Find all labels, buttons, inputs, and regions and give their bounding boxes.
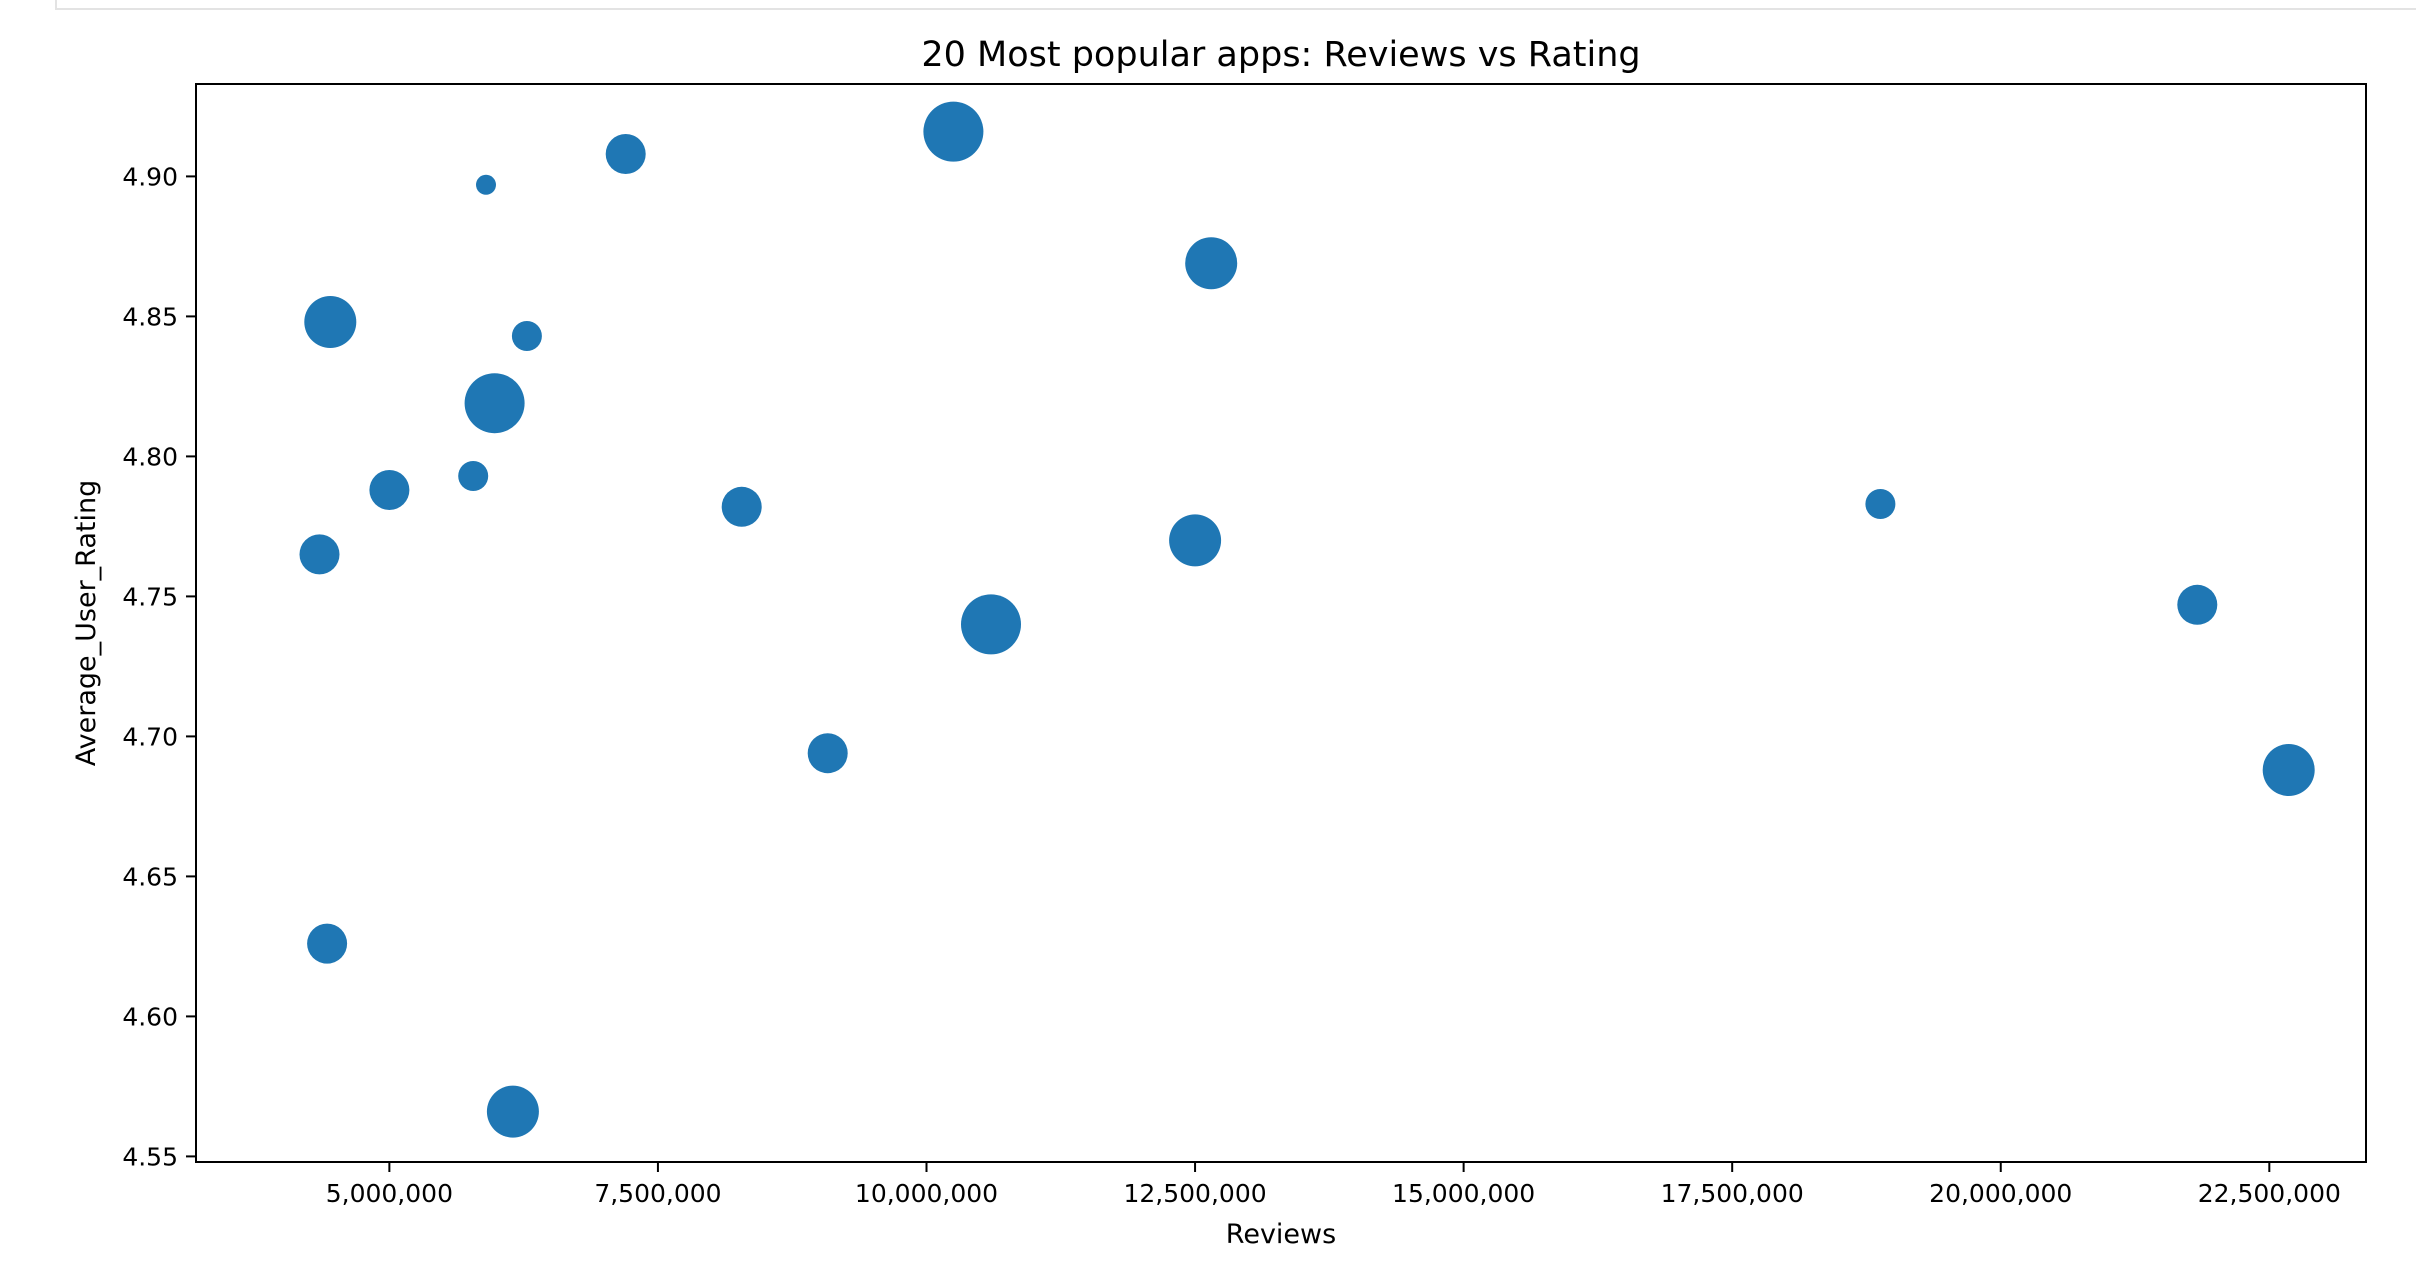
- data-point-11: [721, 486, 762, 527]
- data-point-16: [807, 733, 848, 774]
- plot-area-frame: [195, 83, 2367, 1163]
- chart-title: 20 Most popular apps: Reviews vs Rating: [921, 35, 1640, 75]
- x-tick-label: 20,000,000: [1929, 1179, 2072, 1208]
- y-tick-label: 4.55: [122, 1142, 178, 1171]
- data-point-4: [1185, 237, 1238, 290]
- x-axis: 5,000,000 7,500,000 10,000,000 12,500,000 15…: [326, 1162, 2341, 1208]
- x-tick-label: 5,000,000: [326, 1179, 453, 1208]
- x-tick-label: 12,500,000: [1123, 1179, 1266, 1208]
- y-axis: 4.55 4.60 4.65 4.70 4.75 4.80 4.85 4.90: [122, 162, 196, 1171]
- data-point-9: [369, 470, 410, 510]
- data-point-5: [304, 296, 357, 348]
- y-tick-label: 4.90: [122, 162, 178, 191]
- data-point-15: [961, 594, 1021, 655]
- data-point-13: [299, 534, 340, 575]
- y-axis-title: Average_User_Rating: [71, 480, 102, 766]
- points-layer: [299, 101, 2315, 1138]
- data-point-19: [486, 1085, 539, 1138]
- x-axis-title: Reviews: [1226, 1219, 1336, 1250]
- y-tick-label: 4.60: [122, 1002, 178, 1031]
- data-point-2: [605, 134, 646, 174]
- data-point-3: [476, 174, 496, 195]
- y-tick-label: 4.75: [122, 582, 178, 611]
- data-point-14: [2177, 584, 2218, 625]
- data-point-6: [511, 321, 542, 351]
- data-point-17: [2262, 744, 2315, 796]
- y-tick-label: 4.65: [122, 862, 178, 891]
- data-point-1: [923, 101, 984, 162]
- data-point-18: [307, 923, 348, 964]
- y-tick-label: 4.85: [122, 302, 178, 331]
- data-point-8: [458, 461, 489, 491]
- x-tick-label: 17,500,000: [1661, 1179, 1804, 1208]
- data-point-7: [464, 373, 525, 434]
- x-tick-label: 22,500,000: [2198, 1179, 2341, 1208]
- y-tick-label: 4.80: [122, 442, 178, 471]
- y-tick-label: 4.70: [122, 722, 178, 751]
- data-point-10: [1865, 489, 1896, 519]
- x-tick-label: 10,000,000: [855, 1179, 998, 1208]
- x-tick-label: 7,500,000: [594, 1179, 721, 1208]
- data-point-12: [1169, 514, 1222, 567]
- x-tick-label: 15,000,000: [1392, 1179, 1535, 1208]
- notebook-cell-border: [55, 0, 2416, 10]
